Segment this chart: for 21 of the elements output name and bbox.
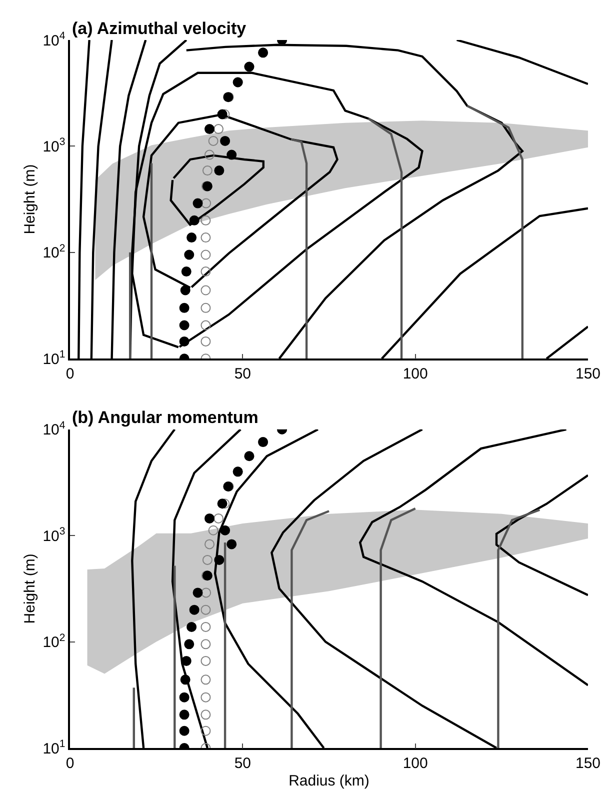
y-axis-title: Height (m) — [21, 554, 38, 624]
x-tick-label: 100 — [402, 365, 428, 382]
x-axis-title: Radius (km) — [288, 772, 370, 790]
x-tick-label: 50 — [234, 754, 252, 772]
x-tick-label: 100 — [402, 754, 428, 772]
y-tick-label: 10$^{4}$ — [42, 419, 66, 439]
y-axis-title: Height (m) — [21, 164, 38, 234]
x-tick-label: 50 — [234, 365, 252, 382]
chart-title: (b) Angular momentum — [72, 408, 258, 427]
x-tick-label: 150 — [575, 365, 601, 382]
y-tick-label: 10$^{2}$ — [42, 242, 66, 262]
y-tick-label: 10$^{4}$ — [42, 30, 66, 50]
x-tick-label: 0 — [66, 365, 74, 382]
y-tick-label: 10$^{3}$ — [42, 526, 66, 545]
y-tick-label: 10$^{3}$ — [42, 136, 66, 156]
chart-title: (a) Azimuthal velocity — [72, 19, 247, 38]
x-tick-label: 0 — [66, 754, 74, 772]
y-tick-label: 10$^{1}$ — [42, 348, 66, 368]
y-tick-label: 10$^{2}$ — [42, 632, 66, 652]
x-tick-label: 150 — [575, 754, 601, 772]
y-tick-label: 10$^{1}$ — [42, 738, 66, 758]
